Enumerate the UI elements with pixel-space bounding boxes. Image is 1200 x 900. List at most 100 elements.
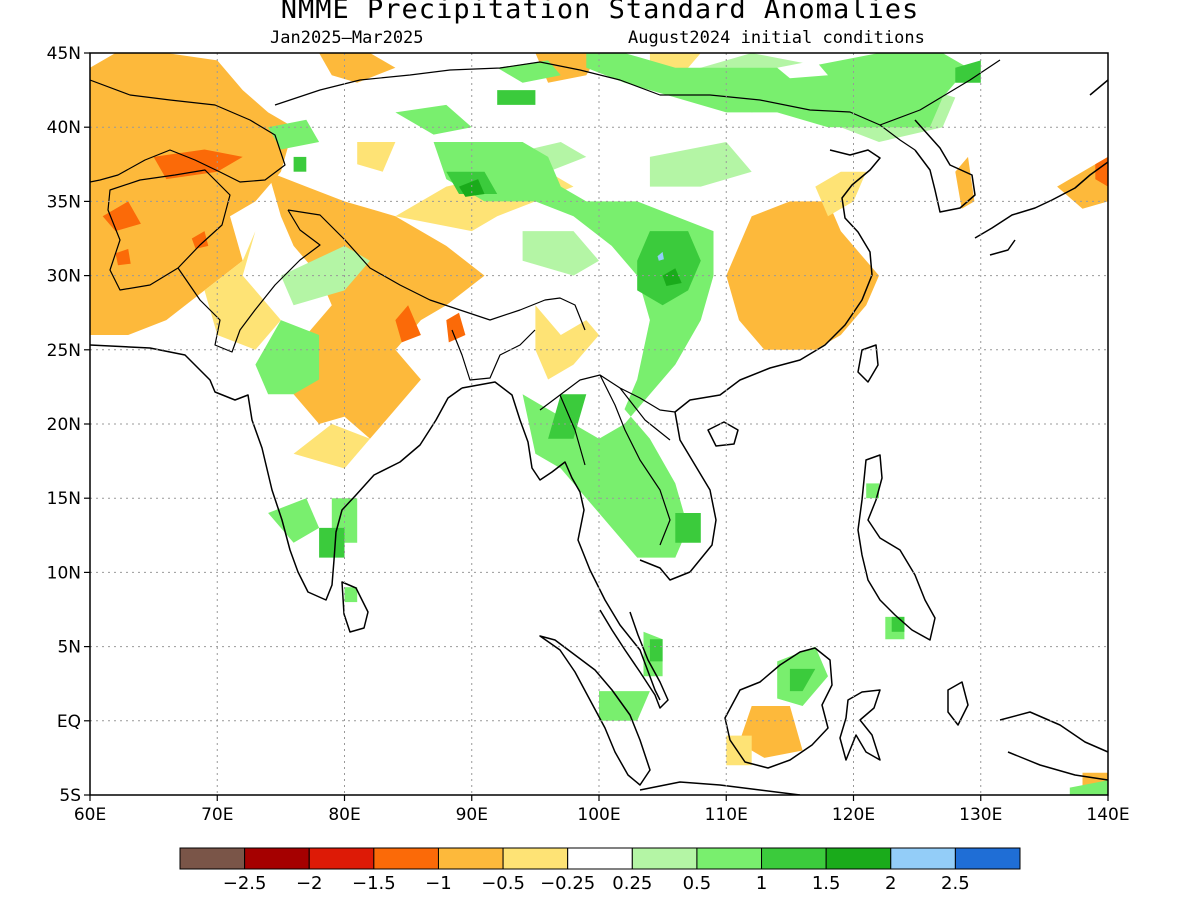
colorbar-bin [890, 847, 956, 870]
axis-ticks [84, 52, 1109, 801]
lat-label: 5S [59, 786, 81, 806]
lon-label: 90E [456, 805, 488, 825]
map-title: NMME Precipitation Standard Anomalies [280, 0, 920, 25]
bangladesh-border [451, 329, 536, 381]
taiwan-coastline [857, 344, 879, 383]
sulawesi-coastline [839, 689, 881, 761]
colorbar [179, 847, 1021, 870]
anomaly-region-3-3 [522, 231, 599, 276]
colorbar-bin [502, 847, 569, 870]
colorbar-bin [696, 847, 763, 870]
anomaly-region-8-1 [338, 107, 361, 126]
anomaly-region-5-7 [497, 90, 536, 105]
colorbar-bin [244, 847, 310, 870]
colorbar-bin [761, 847, 827, 870]
anomaly-region-0-0 [90, 53, 294, 335]
lat-label: 35N [47, 192, 81, 212]
lon-label: 110E [705, 805, 748, 825]
colorbar-label: −0.25 [540, 873, 595, 894]
anomaly-region-4-1 [433, 142, 714, 558]
india-coastline [90, 344, 463, 601]
anomaly-region-3-2 [649, 142, 752, 187]
anomaly-region-7-0 [657, 251, 664, 261]
lat-label: 15N [47, 489, 81, 509]
lat-label: 20N [47, 415, 81, 435]
colorbar-bin [567, 847, 633, 870]
colorbar-bin [373, 847, 439, 870]
java-coastline [639, 781, 801, 795]
lat-label: EQ [57, 712, 81, 732]
pakistan-india-border [177, 209, 321, 353]
longitude-labels: 60E 70E 80E 90E 100E 110E 120E 130E 140E [74, 805, 1130, 825]
lon-label: 80E [328, 805, 360, 825]
anomaly-region-4-14 [1069, 780, 1108, 795]
anomaly-region-6-0 [459, 179, 485, 197]
initial-conditions: August2024 initial conditions [628, 28, 925, 48]
anomaly-region-0-2 [726, 201, 879, 350]
anomaly-region-2-0 [153, 149, 243, 180]
anomaly-region-4-11 [866, 483, 879, 499]
anomaly-region-4-9 [599, 691, 650, 721]
lat-label: 30N [47, 267, 81, 287]
lon-label: 100E [577, 805, 620, 825]
anomaly-region-4-2 [395, 104, 472, 135]
colorbar-label: −2.5 [223, 873, 267, 894]
afghanistan-iran-border [107, 169, 231, 291]
mongolia-border [274, 59, 1001, 126]
colorbar-label: −1 [425, 873, 452, 894]
anomaly-region-2-2 [115, 248, 131, 266]
sumatra-coastline [539, 635, 651, 786]
colorbar-labels: −2.5 −2 −1.5 −1 −0.5 −0.25 0.25 0.5 1 1.5 2 2.5 [223, 873, 970, 894]
halmahera-coastline [947, 681, 969, 726]
lon-label: 120E [832, 805, 875, 825]
anomaly-region-5-2 [548, 394, 587, 439]
borneo-coastline [724, 647, 833, 769]
latitude-labels: 45N 40N 35N 30N 25N 20N 15N 10N 5N EQ 5S [47, 44, 81, 806]
colorbar-bin [437, 847, 504, 870]
lat-label: 40N [47, 118, 81, 138]
lat-label: 5N [57, 638, 81, 658]
anomaly-region-8-2 [611, 183, 627, 199]
anomaly-region-2-4 [395, 305, 421, 343]
anomaly-region-5-6 [789, 668, 816, 692]
anomaly-region-5-0 [637, 231, 701, 306]
lat-label: 10N [47, 563, 81, 583]
anomaly-region-0-7 [1057, 156, 1108, 209]
colorbar-label: 0.25 [612, 873, 652, 894]
colorbar-label: 2 [885, 873, 896, 894]
coastlines [90, 79, 1108, 795]
anomaly-region-1-0 [204, 231, 281, 350]
central-asia-borders [90, 79, 286, 183]
anomaly-region-5-3 [675, 513, 701, 543]
lat-label: 25N [47, 341, 81, 361]
lon-label: 130E [959, 805, 1002, 825]
anomaly-region-0-5 [739, 706, 803, 758]
lat-lon-grid [90, 53, 1108, 795]
colorbar-bin [631, 847, 698, 870]
colorbar-bin [179, 847, 246, 870]
anomaly-region-8-0 [777, 60, 828, 79]
anomaly-region-0-1 [268, 171, 485, 439]
anomaly-region-5-8 [891, 616, 905, 632]
anomaly-region-4-5 [255, 320, 320, 395]
bay-bengal-east-coastline [461, 381, 661, 701]
new-guinea-coastline [999, 711, 1108, 781]
malay-peninsula-coastline [599, 609, 669, 709]
anomaly-region-5-5 [649, 639, 663, 662]
indochina-coastline [639, 149, 881, 581]
anomaly-region-4-6 [268, 498, 320, 543]
anomaly-region-0-3 [319, 53, 396, 83]
anomaly-region-5-9 [293, 156, 307, 172]
east-china-border [879, 124, 916, 151]
anomaly-region-4-0 [586, 53, 968, 128]
philippines-coastline [857, 454, 936, 641]
lon-label: 70E [201, 805, 233, 825]
anomaly-region-1-7 [293, 424, 370, 469]
anomaly-region-1-6 [357, 142, 396, 172]
colorbar-label: 2.5 [941, 873, 970, 894]
lon-label: 140E [1086, 805, 1129, 825]
anomaly-region-5-4 [319, 527, 345, 558]
anomaly-field [90, 53, 1108, 795]
colorbar-bin [954, 847, 1021, 870]
